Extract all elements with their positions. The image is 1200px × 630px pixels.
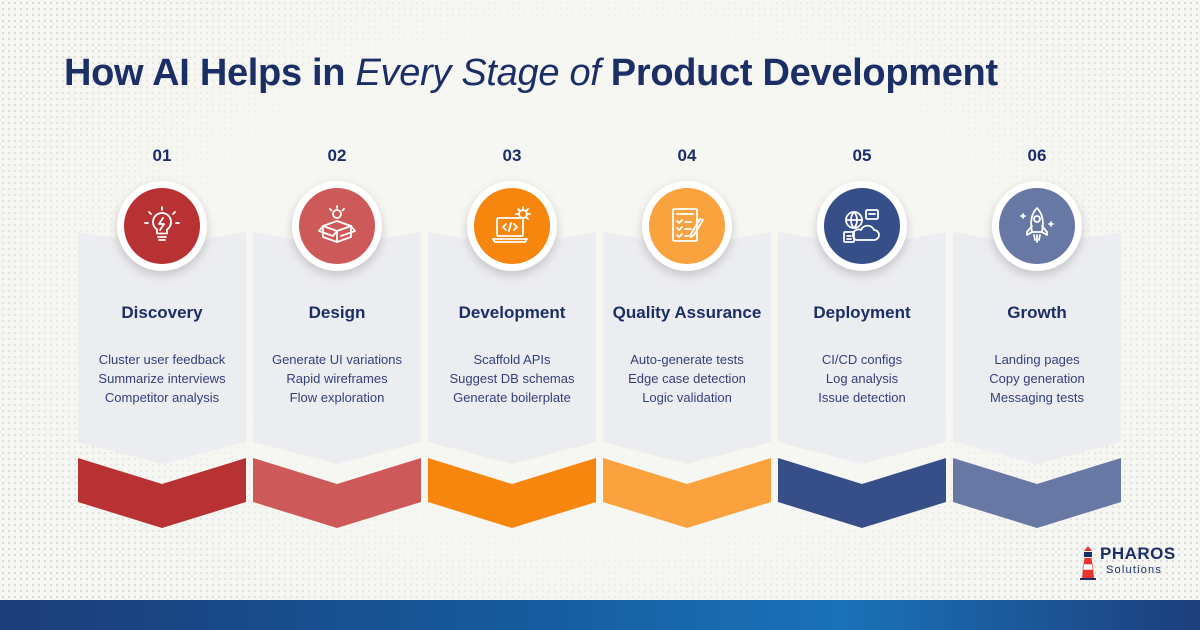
icon-circle-fill xyxy=(474,188,550,264)
stage-number: 04 xyxy=(677,146,697,165)
stage-item: CI/CD configs xyxy=(821,352,903,367)
page-title: How AI Helps in Every Stage of Product D… xyxy=(64,52,1164,95)
stage-item: Auto-generate tests xyxy=(630,352,744,367)
logo-sub: Solutions xyxy=(1106,564,1163,576)
icon-circle xyxy=(292,181,382,271)
stage-item: Generate UI variations xyxy=(271,352,403,367)
stage-name: Design xyxy=(308,303,366,322)
stage-item: Issue detection xyxy=(818,390,906,405)
stage-item: Cluster user feedback xyxy=(98,352,226,367)
stage-item: Copy generation xyxy=(989,371,1085,386)
laptop-code-gear-icon xyxy=(492,206,531,243)
stage-item: Flow exploration xyxy=(289,390,385,405)
stage-design: 02 Design Generate UI variations Rapid w… xyxy=(253,0,421,600)
title-part-1: How AI Helps in xyxy=(64,52,356,94)
stage-chevron xyxy=(253,458,421,528)
pharos-logo: PHAROS Solutions xyxy=(1080,544,1175,584)
stage-name: Development xyxy=(458,303,566,322)
stage-item: Scaffold APIs xyxy=(473,352,551,367)
icon-circle-fill xyxy=(649,188,725,264)
stage-name: Growth xyxy=(1007,303,1067,322)
stage-chevron xyxy=(603,458,771,528)
icon-circle xyxy=(817,181,907,271)
stage-name: Discovery xyxy=(121,303,203,322)
bottom-bar xyxy=(0,600,1200,630)
stage-items: Auto-generate tests Edge case detection … xyxy=(603,350,771,407)
idea-box-icon xyxy=(318,205,356,243)
stage-items: Cluster user feedback Summarize intervie… xyxy=(78,350,246,407)
stage-items: CI/CD configs Log analysis Issue detecti… xyxy=(778,350,946,407)
stage-item: Messaging tests xyxy=(990,390,1084,405)
stage-item: Rapid wireframes xyxy=(286,371,388,386)
stage-deployment: 05 Deployment CI/CD configs Log analysis… xyxy=(778,0,946,600)
stage-discovery: 01 Discovery Cluster user feedback Summa… xyxy=(78,0,246,600)
stage-item: Generate boilerplate xyxy=(453,390,571,405)
icon-circle xyxy=(642,181,732,271)
stage-items: Generate UI variations Rapid wireframes … xyxy=(253,350,421,407)
stage-item: Competitor analysis xyxy=(104,390,220,405)
stage-item: Summarize interviews xyxy=(98,371,226,386)
icon-circle xyxy=(117,181,207,271)
stage-items: Scaffold APIs Suggest DB schemas Generat… xyxy=(428,350,596,407)
stage-number: 05 xyxy=(852,146,872,165)
stage-name: Quality Assurance xyxy=(612,303,762,322)
stage-quality-assurance: 04 Quality Assurance Auto-generate tests… xyxy=(603,0,771,600)
stage-chevron xyxy=(78,458,246,528)
title-part-3: Product Development xyxy=(610,52,998,94)
stage-item: Edge case detection xyxy=(628,371,746,386)
lightbulb-icon xyxy=(144,206,180,241)
stage-number: 06 xyxy=(1027,146,1047,165)
stage-item: Landing pages xyxy=(994,352,1080,367)
icon-circle-fill xyxy=(999,188,1075,264)
stage-chevron xyxy=(778,458,946,528)
stage-chevron xyxy=(428,458,596,528)
stage-name: Deployment xyxy=(813,303,911,322)
stage-number: 02 xyxy=(327,146,347,165)
logo-brand: PHAROS xyxy=(1100,544,1176,563)
stage-item: Logic validation xyxy=(642,390,732,405)
stage-number: 03 xyxy=(502,146,522,165)
icon-circle-fill xyxy=(124,188,200,264)
stage-development: 03 Development Scaffold APIs Suggest DB … xyxy=(428,0,596,600)
lighthouse-icon xyxy=(1080,546,1096,580)
icon-circle-fill xyxy=(299,188,375,264)
stage-number: 01 xyxy=(152,146,172,165)
checklist-pencil-icon xyxy=(672,208,704,242)
stage-items: Landing pages Copy generation Messaging … xyxy=(953,350,1121,407)
icon-circle xyxy=(467,181,557,271)
stage-item: Suggest DB schemas xyxy=(449,371,575,386)
stage-chevron xyxy=(953,458,1121,528)
rocket-icon xyxy=(1020,207,1054,243)
icon-circle xyxy=(992,181,1082,271)
stage-growth: 06 Growth Landing pages Copy generation … xyxy=(953,0,1121,600)
stage-item: Log analysis xyxy=(825,371,899,386)
title-part-2: Every Stage of xyxy=(355,52,611,94)
icon-circle-fill xyxy=(824,188,900,264)
cloud-network-icon xyxy=(843,209,880,243)
